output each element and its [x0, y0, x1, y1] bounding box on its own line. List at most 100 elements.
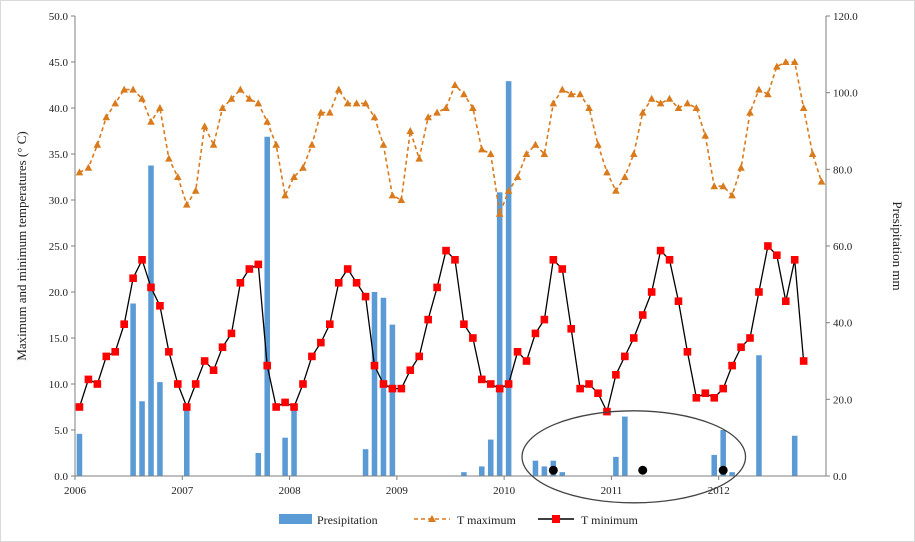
y-tick-label: 15.0: [49, 333, 69, 345]
tmin-point: [138, 256, 146, 264]
legend-precip-label: Presipitation: [317, 513, 378, 527]
tmin-point: [218, 343, 227, 351]
tmin-series: [75, 242, 808, 416]
tmax-point: [218, 104, 227, 111]
tmin-point: [397, 384, 406, 393]
tmin-point: [165, 348, 173, 356]
tmin-point: [460, 320, 468, 328]
tmin-point: [388, 384, 397, 393]
precip-bar: [291, 407, 297, 476]
tmin-point: [612, 371, 620, 379]
precip-bar: [505, 81, 512, 477]
tmin-point: [263, 361, 272, 370]
tmax-point: [397, 196, 406, 203]
annotation-dot: [638, 465, 648, 475]
tmin-point: [755, 288, 763, 296]
tmax-point: [308, 140, 316, 148]
tmin-point: [746, 334, 754, 342]
tmin-point: [290, 403, 298, 411]
tmin-point: [370, 361, 379, 370]
tmin-point: [549, 256, 558, 264]
tmin-point: [93, 380, 102, 388]
annotation-dot: [548, 465, 558, 475]
tmin-point: [147, 283, 155, 292]
tmin-point: [522, 357, 531, 365]
y-tick-label: 35.0: [49, 149, 69, 161]
tmin-point: [728, 361, 736, 370]
tmax-point: [227, 94, 236, 102]
tmax-point: [138, 94, 146, 102]
tmin-point: [299, 380, 307, 388]
tmin-point: [209, 366, 218, 374]
x-tick-label: 2009: [386, 485, 409, 497]
tmax-point: [111, 99, 120, 107]
tmax-point: [272, 140, 280, 148]
x-tick-label: 2007: [171, 485, 194, 497]
tmax-point: [656, 99, 665, 107]
y2-tick-label: 0.0: [833, 471, 847, 483]
y-tick-label: 50.0: [49, 11, 69, 23]
tmax-point: [460, 90, 468, 98]
x-tick-label: 2008: [279, 485, 302, 497]
tmax-point: [290, 173, 298, 180]
tmin-point: [621, 352, 629, 361]
y-tick-label: 5.0: [54, 425, 68, 437]
tmax-point: [451, 81, 459, 88]
tmin-point: [343, 265, 352, 273]
tmax-point: [719, 182, 727, 190]
precip-bar: [613, 456, 619, 476]
tmax-point: [737, 163, 745, 171]
tmax-point: [746, 108, 754, 116]
legend-tmax-marker: [428, 515, 436, 522]
precip-bar: [559, 472, 566, 476]
precip-bar: [541, 466, 548, 476]
tmax-point: [191, 186, 200, 194]
tmax-point: [263, 117, 272, 125]
y2-tick-label: 120.0: [833, 11, 858, 23]
tmin-point: [281, 398, 289, 407]
tmax-point: [781, 58, 790, 65]
tmax-point: [370, 113, 379, 121]
tmax-point: [254, 99, 263, 107]
y-tick-label: 10.0: [49, 379, 69, 391]
tmax-point: [674, 104, 683, 111]
tmin-point: [191, 380, 200, 388]
tmax-point: [495, 209, 504, 217]
tmax-point: [585, 104, 593, 111]
tmax-point: [317, 108, 325, 116]
tmax-point: [129, 85, 137, 93]
precip-bar: [183, 405, 190, 476]
tmax-point: [799, 104, 808, 111]
precip-bar: [532, 460, 539, 476]
tmax-point: [156, 104, 164, 111]
tmax-point: [200, 122, 209, 130]
legend-tmin-label: T minimum: [581, 513, 638, 527]
precip-bar: [76, 433, 83, 476]
tmax-point: [326, 108, 334, 116]
precip-bar: [255, 453, 262, 476]
tmax-point: [93, 140, 102, 148]
tmin-point: [647, 288, 656, 296]
tmax-point: [352, 99, 361, 107]
tmax-point: [379, 140, 388, 148]
precip-bar: [496, 192, 503, 477]
tmin-point: [629, 334, 638, 342]
tmax-point: [236, 85, 245, 93]
x-tick-label: 2006: [64, 485, 87, 497]
precip-bar: [791, 435, 798, 476]
tmin-point: [84, 375, 93, 384]
tmax-point: [638, 108, 647, 116]
tmin-point: [379, 380, 388, 388]
tmin-point: [558, 265, 567, 273]
axes: 0.0 5.0 10.0 15.0 20.0 25.0 30.0 35.0 40.0 45.0 50…: [49, 11, 859, 497]
tmax-point: [388, 191, 397, 199]
tmin-point: [495, 384, 504, 393]
y2-axis-title: Presipitation mm: [890, 201, 905, 290]
precip-bar: [622, 416, 628, 476]
tmax-point: [209, 140, 218, 148]
tmin-point: [683, 348, 692, 356]
tmin-point: [674, 297, 683, 305]
tmin-point: [701, 389, 710, 397]
tmin-point: [710, 394, 719, 402]
tmin-point: [692, 394, 701, 402]
